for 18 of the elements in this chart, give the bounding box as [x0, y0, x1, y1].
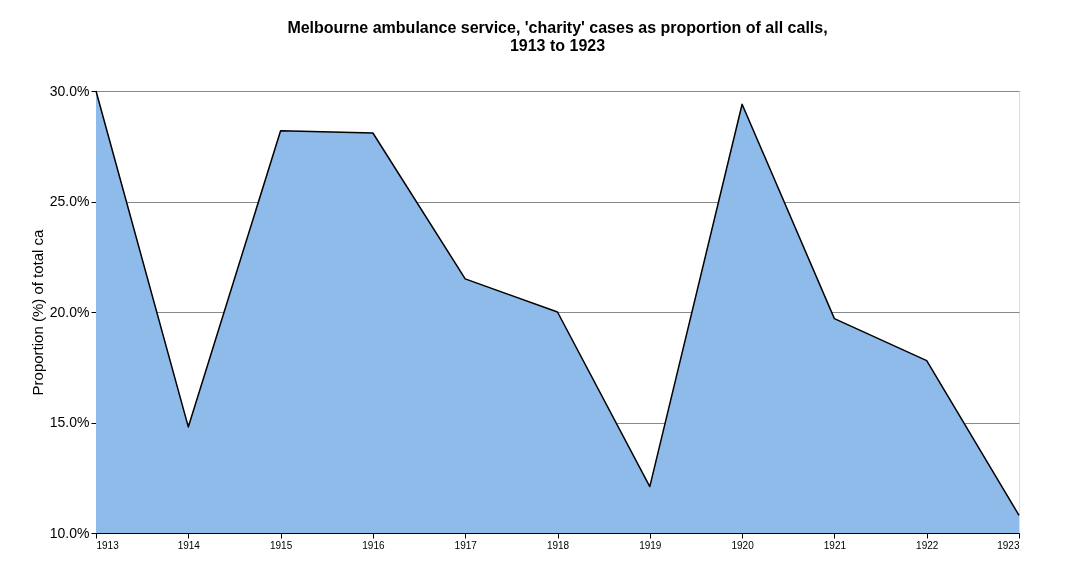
- x-tick-label: 1914: [177, 539, 201, 551]
- x-tick-label: 1916: [362, 539, 385, 551]
- y-tick-label: 20.0%: [49, 303, 90, 320]
- x-tick-label: 1917: [454, 539, 478, 551]
- y-tick-label: 15.0%: [49, 414, 90, 430]
- y-tick-label: 10.0%: [49, 524, 90, 541]
- x-tick-label: 1922: [916, 539, 939, 551]
- y-axis-title: Proportion (%) of total ca: [28, 228, 46, 396]
- x-tick-label: 1918: [546, 539, 570, 551]
- y-tick-label: 30.0%: [49, 82, 90, 99]
- x-tick-label: 1920: [731, 539, 755, 551]
- x-tick-label: 1923: [997, 539, 1020, 551]
- x-tick-label: 1919: [639, 539, 662, 551]
- x-tick-label: 1921: [823, 539, 847, 551]
- chart-title: Melbourne ambulance service, 'charity' cases as proportion of all calls, 1913 to 1923: [287, 19, 828, 54]
- y-tick-label: 25.0%: [49, 193, 90, 209]
- x-tick-label: 1913: [96, 539, 120, 551]
- x-tick-label: 1915: [269, 539, 293, 551]
